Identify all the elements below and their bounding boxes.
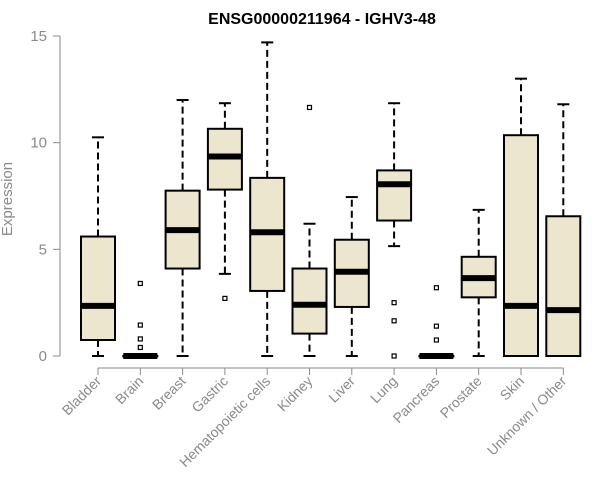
x-tick-label: Prostate bbox=[437, 373, 485, 421]
x-tick-label: Skin bbox=[497, 373, 528, 404]
x-tick-label: Kidney bbox=[274, 373, 316, 415]
boxes-group bbox=[80, 41, 582, 359]
outlier-point bbox=[137, 344, 143, 351]
outlier-point bbox=[433, 337, 439, 343]
outlier-point bbox=[137, 336, 143, 342]
outlier-point bbox=[433, 285, 439, 291]
chart-title: ENSG00000211964 - IGHV3-48 bbox=[208, 11, 436, 28]
y-tick-label: 10 bbox=[30, 135, 47, 152]
x-tick-label: Liver bbox=[325, 373, 358, 406]
x-tick-label: Brain bbox=[112, 373, 146, 407]
box-liver bbox=[333, 196, 370, 357]
box-kidney bbox=[291, 104, 328, 357]
box-iqr bbox=[291, 267, 328, 335]
x-tick-label: Breast bbox=[149, 373, 189, 413]
outlier-point bbox=[137, 280, 143, 287]
box-prostate bbox=[460, 208, 497, 357]
box-breast bbox=[164, 99, 201, 357]
box-pancreas bbox=[418, 285, 455, 359]
y-tick-label: 0 bbox=[39, 348, 47, 365]
x-tick-label: Unknown / Other bbox=[484, 373, 570, 459]
box-skin bbox=[503, 77, 539, 357]
outlier-point bbox=[433, 323, 439, 329]
box-gastric bbox=[206, 102, 243, 301]
box-hematopoietic-cells bbox=[249, 41, 286, 357]
outlier-point bbox=[391, 318, 397, 324]
x-tick-label: Pancreas bbox=[389, 373, 442, 426]
outlier-point bbox=[222, 295, 228, 301]
x-tick-label: Lung bbox=[367, 373, 400, 406]
outlier-point bbox=[306, 104, 313, 111]
box-iqr bbox=[80, 235, 116, 342]
y-axis-label: Expression bbox=[0, 162, 16, 236]
box-iqr bbox=[503, 134, 539, 357]
box-iqr bbox=[545, 215, 582, 357]
y-tick-label: 15 bbox=[30, 28, 47, 45]
box-unknown-other bbox=[545, 103, 582, 357]
box-bladder bbox=[80, 136, 116, 357]
box-lung bbox=[376, 102, 413, 359]
outlier-point bbox=[391, 300, 397, 306]
x-tick-label: Bladder bbox=[59, 373, 105, 419]
box-iqr bbox=[376, 169, 413, 222]
y-axis: 0 5 10 15 bbox=[30, 28, 61, 365]
outlier-point bbox=[391, 353, 397, 359]
y-tick-label: 5 bbox=[39, 241, 47, 258]
outlier-point bbox=[137, 322, 143, 328]
box-brain bbox=[122, 280, 159, 359]
